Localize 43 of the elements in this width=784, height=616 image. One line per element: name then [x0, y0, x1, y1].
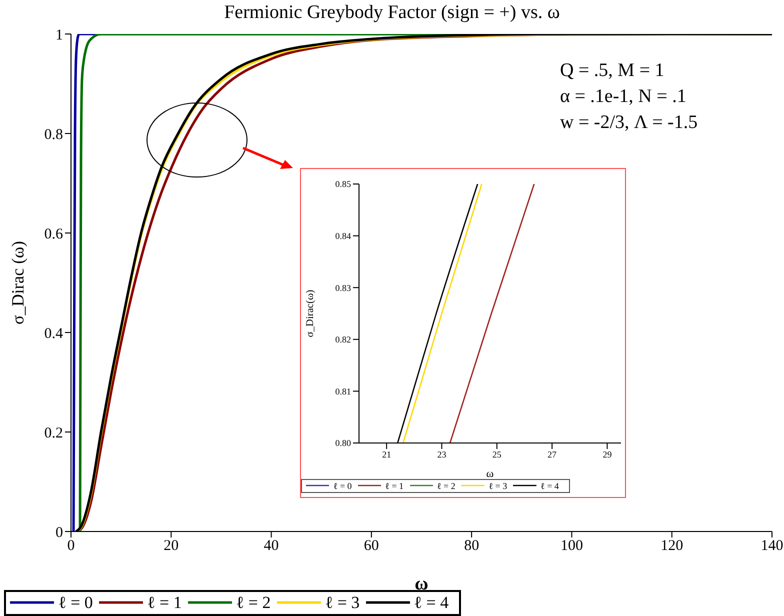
x-axis-title: ω: [486, 468, 494, 480]
legend-label: ℓ = 4: [414, 592, 449, 612]
y-tick-label: 0.83: [335, 282, 352, 293]
x-tick-label: 25: [492, 449, 502, 460]
y-tick-label: 0.80: [335, 438, 352, 448]
y-tick-label: 0.82: [335, 334, 351, 345]
y-axis-title: σ_Dirac (ω): [8, 241, 28, 324]
legend-label: ℓ = 0: [58, 592, 93, 612]
x-tick-label: 23: [437, 449, 447, 460]
annotation: α = .1e-1, N = .1: [560, 85, 688, 109]
legend-label: ℓ = 0: [333, 480, 352, 490]
annotation: Q = .5, M = 1: [560, 59, 666, 83]
y-tick-label: 0.85: [335, 179, 352, 190]
legend-label: ℓ = 1: [147, 592, 182, 612]
y-tick-label: 0.81: [335, 386, 351, 396]
legend-label: ℓ = 3: [488, 480, 508, 490]
x-tick-label: 20: [164, 538, 179, 554]
x-tick-label: 100: [560, 538, 583, 554]
legend-label: ℓ = 2: [236, 592, 271, 612]
x-tick-label: 21: [382, 449, 392, 460]
y-tick-label: 0.4: [44, 326, 64, 342]
y-tick-label: 0.8: [44, 126, 63, 143]
x-tick-label: 80: [464, 538, 480, 554]
y-tick-label: 0: [56, 524, 63, 541]
x-tick-label: 140: [760, 538, 784, 554]
annotation: w = -2/3, Λ = -1.5: [560, 111, 698, 135]
x-tick-label: 29: [602, 449, 612, 460]
y-tick-label: 0.2: [44, 425, 63, 442]
x-tick-label: 27: [548, 449, 558, 460]
x-tick-label: 60: [364, 538, 379, 554]
legend-label: ℓ = 3: [324, 592, 360, 612]
y-tick-label: 0.6: [44, 226, 64, 242]
legend-label: ℓ = 1: [385, 480, 404, 490]
y-axis-title: σ_Dirac(ω): [304, 290, 316, 338]
x-tick-label: 0: [67, 538, 75, 554]
x-tick-label: 40: [264, 538, 279, 554]
legend-label: ℓ = 4: [540, 480, 559, 490]
x-axis-title: ω: [414, 574, 428, 594]
y-tick-label: 0.84: [335, 230, 352, 241]
chart-title: Fermionic Greybody Factor (sign = +) vs. ω: [223, 2, 561, 24]
x-tick-label: 120: [660, 538, 684, 554]
y-tick-label: 1: [56, 27, 63, 44]
legend-label: ℓ = 2: [436, 480, 456, 490]
